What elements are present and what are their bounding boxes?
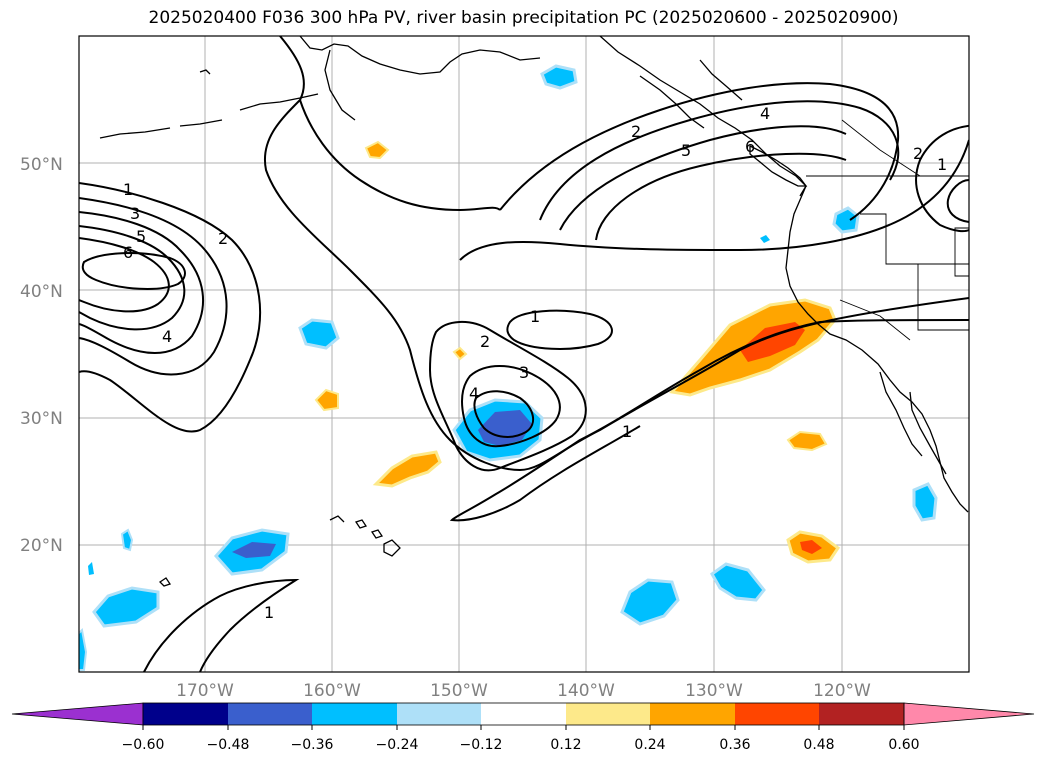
precip-area-positive <box>314 388 339 412</box>
precip-area-positive <box>364 140 390 160</box>
precip-area-negative <box>79 627 88 671</box>
colorbar-segment <box>397 703 481 725</box>
contour-label: 5 <box>136 227 146 246</box>
precip-area-negative <box>620 578 680 626</box>
colorbar-ticks <box>142 725 905 730</box>
colorbar-tick-label: 0.48 <box>803 737 834 753</box>
contour-label: 1 <box>622 422 632 441</box>
precip-area-negative <box>540 64 578 90</box>
precip-area-negative <box>760 235 770 243</box>
precip-area-strong-negative <box>232 542 276 558</box>
colorbar-extend-max <box>903 702 1035 726</box>
precip-area-negative <box>710 562 766 602</box>
colorbar-extend-min <box>11 702 144 726</box>
colorbar-segment <box>228 703 312 725</box>
lon-label: 160°W <box>303 681 361 701</box>
lon-label: 170°W <box>176 681 234 701</box>
precip-area-negative <box>912 482 938 522</box>
precip-area-strong <box>800 540 822 554</box>
colorbar-segment <box>735 703 819 725</box>
precip-area-negative <box>832 206 860 234</box>
colorbar-tick-label: −0.12 <box>460 737 503 753</box>
colorbar-tick-label: 0.12 <box>550 737 581 753</box>
precip-area-strong-negative <box>478 410 532 446</box>
pv-contours <box>79 36 969 672</box>
contour-label: 1 <box>123 180 133 199</box>
colorbar-tick-label: −0.36 <box>291 737 334 753</box>
colorbar-segment <box>143 703 228 725</box>
colorbar-segment <box>566 703 650 725</box>
precip-area-positive <box>786 430 828 452</box>
contour-label: 1 <box>264 603 274 622</box>
contour-label: 2 <box>913 144 923 163</box>
lat-label: 50°N <box>20 155 63 175</box>
colorbar-segment <box>650 703 735 725</box>
contour-label: 6 <box>123 243 133 262</box>
contour-label: 3 <box>130 204 140 223</box>
colorbar-segment <box>819 703 904 725</box>
latitude-labels: 50°N 40°N 30°N 20°N <box>20 155 63 556</box>
colorbar-segment <box>312 703 397 725</box>
colorbar-segment <box>481 703 566 725</box>
contour-label: 1 <box>937 155 947 174</box>
precip-area-positive <box>452 346 468 361</box>
contour-label: 3 <box>519 363 529 382</box>
lat-label: 30°N <box>20 409 63 429</box>
colorbar-tick-label: 0.60 <box>888 737 919 753</box>
colorbar-tick-label: −0.48 <box>207 737 250 753</box>
precip-area-negative <box>298 318 340 350</box>
contour-label: 4 <box>760 104 770 123</box>
lat-label: 20°N <box>20 536 63 556</box>
contour-label: 4 <box>469 384 479 403</box>
contour-label: 1 <box>530 307 540 326</box>
precip-area-negative <box>120 528 134 552</box>
map-frame <box>78 35 970 673</box>
precip-area-negative <box>88 562 94 575</box>
lon-label: 150°W <box>430 681 488 701</box>
precip-area-positive <box>372 450 442 488</box>
colorbar-tick-label: −0.24 <box>376 737 419 753</box>
colorbar-outline <box>142 702 905 726</box>
precip-area-strong <box>740 322 805 362</box>
contour-labels: 1 3 5 6 2 4 2 5 4 6 2 1 1 2 3 4 1 1 <box>123 104 947 622</box>
coastlines <box>99 36 969 587</box>
colorbar: −0.60 −0.48 −0.36 −0.24 −0.12 0.12 0.24 … <box>11 702 1035 753</box>
lat-label: 40°N <box>20 282 63 302</box>
precip-area-negative <box>92 586 160 628</box>
colorbar-tick-label: 0.24 <box>634 737 665 753</box>
longitude-labels: 170°W 160°W 150°W 140°W 130°W 120°W <box>176 681 871 701</box>
contour-label: 6 <box>745 137 755 156</box>
colorbar-tick-label: 0.36 <box>719 737 750 753</box>
lon-label: 120°W <box>813 681 871 701</box>
precip-shading <box>79 64 938 671</box>
lon-label: 140°W <box>557 681 615 701</box>
contour-label: 4 <box>162 327 172 346</box>
lon-label: 130°W <box>685 681 743 701</box>
colorbar-tick-label: −0.60 <box>122 737 165 753</box>
contour-label: 2 <box>480 332 490 351</box>
contour-label: 2 <box>218 229 228 248</box>
map-title: 2025020400 F036 300 hPa PV, river basin … <box>148 8 899 28</box>
contour-label: 2 <box>631 122 641 141</box>
contour-label: 5 <box>681 141 691 160</box>
